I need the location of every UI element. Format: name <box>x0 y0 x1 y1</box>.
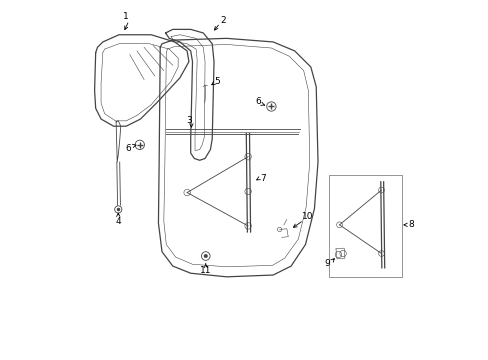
Text: 9: 9 <box>324 259 330 268</box>
Text: 8: 8 <box>407 220 413 229</box>
Bar <box>328 175 402 277</box>
Text: 11: 11 <box>200 266 211 275</box>
Text: 6: 6 <box>125 144 131 153</box>
Text: 2: 2 <box>220 16 225 25</box>
Text: 1: 1 <box>123 12 129 21</box>
Circle shape <box>203 254 207 258</box>
Text: 6: 6 <box>255 97 261 106</box>
Text: 5: 5 <box>214 77 220 86</box>
Text: 3: 3 <box>185 116 191 125</box>
Text: 10: 10 <box>301 212 312 221</box>
Text: 4: 4 <box>115 217 121 226</box>
Text: 7: 7 <box>260 174 265 183</box>
